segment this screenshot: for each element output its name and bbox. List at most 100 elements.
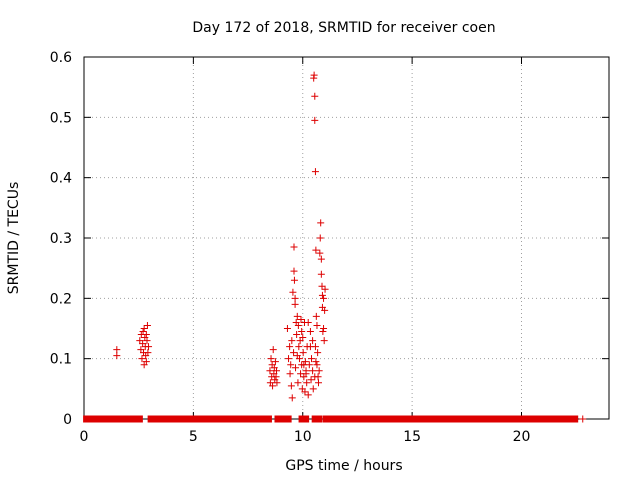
data-point bbox=[318, 282, 326, 290]
data-point bbox=[303, 379, 311, 387]
data-point bbox=[293, 331, 301, 339]
data-point bbox=[297, 315, 305, 323]
data-point bbox=[145, 343, 153, 351]
plot-border bbox=[83, 56, 610, 420]
data-point bbox=[143, 321, 151, 329]
data-point bbox=[287, 382, 295, 390]
x-axis-label: GPS time / hours bbox=[285, 458, 402, 474]
data-point bbox=[307, 376, 315, 384]
data-point bbox=[318, 291, 326, 299]
data-point bbox=[294, 379, 302, 387]
data-point bbox=[311, 92, 319, 100]
chart-title: Day 172 of 2018, SRMTID for receiver coe… bbox=[192, 20, 495, 36]
y-tick-label: 0.2 bbox=[50, 291, 72, 307]
zero-value-band bbox=[322, 415, 579, 423]
data-point bbox=[142, 358, 150, 366]
data-point bbox=[312, 246, 320, 254]
data-point bbox=[290, 349, 298, 357]
data-point bbox=[321, 306, 329, 314]
data-point bbox=[138, 355, 146, 363]
data-point bbox=[272, 373, 280, 381]
data-point bbox=[309, 337, 317, 345]
data-point bbox=[286, 343, 294, 351]
data-point bbox=[139, 328, 147, 336]
data-point bbox=[286, 370, 294, 378]
data-point bbox=[293, 312, 301, 320]
data-point bbox=[316, 234, 324, 242]
data-point bbox=[269, 346, 277, 354]
data-point bbox=[311, 168, 319, 176]
data-point bbox=[295, 343, 303, 351]
data-point bbox=[312, 358, 320, 366]
x-tick-label: 10 bbox=[294, 429, 312, 445]
data-point bbox=[285, 355, 293, 363]
data-point bbox=[142, 331, 150, 339]
x-tick-label: 20 bbox=[513, 429, 531, 445]
data-point bbox=[304, 391, 312, 399]
data-point bbox=[266, 367, 274, 375]
data-point bbox=[299, 349, 307, 357]
x-tick-label: 15 bbox=[403, 429, 421, 445]
data-point bbox=[317, 270, 325, 278]
zero-value-band bbox=[147, 415, 272, 423]
data-point bbox=[288, 337, 296, 345]
data-point bbox=[292, 364, 300, 372]
data-point bbox=[315, 379, 322, 387]
data-point bbox=[319, 328, 327, 336]
y-tick-label: 0.4 bbox=[50, 171, 72, 187]
plot-frame bbox=[83, 56, 610, 420]
y-tick-label: 0.5 bbox=[50, 110, 72, 126]
y-tick-label: 0.1 bbox=[50, 352, 72, 368]
data-point bbox=[290, 243, 298, 251]
data-point bbox=[283, 325, 291, 332]
data-point bbox=[309, 385, 317, 393]
data-point bbox=[298, 328, 306, 336]
data-point bbox=[291, 294, 299, 302]
data-point bbox=[310, 71, 318, 79]
zero-value-band bbox=[298, 415, 310, 423]
data-point bbox=[311, 373, 319, 381]
data-point bbox=[269, 382, 277, 390]
grid bbox=[84, 57, 609, 419]
data-point bbox=[113, 352, 121, 360]
data-point bbox=[299, 334, 307, 342]
y-tick-label: 0.3 bbox=[50, 231, 72, 247]
data-point bbox=[291, 300, 299, 308]
data-point bbox=[301, 388, 309, 396]
data-point bbox=[579, 415, 587, 423]
data-point bbox=[273, 367, 280, 375]
data-point bbox=[321, 285, 329, 293]
data-point bbox=[290, 276, 298, 284]
zero-value-band bbox=[274, 415, 292, 423]
data-point bbox=[312, 312, 320, 320]
data-point bbox=[320, 294, 328, 302]
data-point bbox=[288, 394, 296, 402]
data-point bbox=[113, 346, 121, 354]
data-point bbox=[293, 352, 301, 360]
data-point bbox=[271, 358, 279, 366]
data-point bbox=[320, 325, 328, 332]
data-point bbox=[320, 337, 328, 345]
data-point bbox=[140, 325, 148, 332]
data-point bbox=[306, 328, 314, 336]
data-point bbox=[290, 267, 298, 275]
data-point bbox=[313, 321, 321, 329]
data-point bbox=[317, 219, 325, 227]
data-point bbox=[267, 355, 275, 363]
data-point bbox=[287, 361, 295, 369]
data-point bbox=[304, 318, 312, 326]
data-points bbox=[83, 71, 587, 423]
x-tick-label: 0 bbox=[80, 429, 89, 445]
zero-value-band bbox=[311, 415, 323, 423]
data-point bbox=[136, 337, 144, 345]
data-point bbox=[317, 255, 325, 263]
data-point bbox=[294, 321, 302, 329]
data-point bbox=[314, 349, 322, 357]
data-point bbox=[311, 116, 319, 124]
data-point bbox=[316, 249, 324, 257]
data-point bbox=[309, 367, 317, 375]
zero-value-band bbox=[83, 415, 143, 423]
data-point bbox=[302, 370, 310, 378]
data-point bbox=[144, 349, 152, 357]
data-point bbox=[311, 343, 319, 351]
